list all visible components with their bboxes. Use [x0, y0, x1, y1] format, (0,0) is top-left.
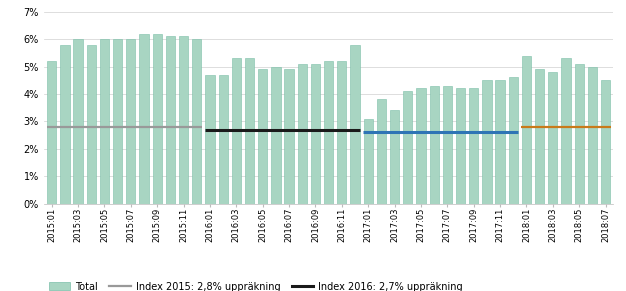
Bar: [86, 45, 96, 204]
Bar: [126, 39, 135, 204]
Bar: [73, 39, 83, 204]
Bar: [416, 88, 426, 204]
Bar: [429, 86, 439, 204]
Bar: [601, 80, 610, 204]
Bar: [588, 67, 597, 204]
Bar: [562, 58, 571, 204]
Bar: [47, 61, 56, 204]
Bar: [192, 39, 202, 204]
Bar: [575, 64, 584, 204]
Bar: [469, 88, 478, 204]
Bar: [140, 33, 148, 204]
Bar: [179, 36, 188, 204]
Bar: [324, 61, 333, 204]
Bar: [535, 69, 544, 204]
Bar: [153, 33, 162, 204]
Bar: [337, 61, 346, 204]
Bar: [377, 100, 386, 204]
Bar: [403, 91, 413, 204]
Bar: [232, 58, 241, 204]
Bar: [297, 64, 307, 204]
Bar: [100, 39, 109, 204]
Bar: [271, 67, 280, 204]
Bar: [166, 36, 175, 204]
Bar: [351, 45, 360, 204]
Bar: [548, 72, 557, 204]
Bar: [509, 77, 518, 204]
Bar: [482, 80, 491, 204]
Bar: [258, 69, 267, 204]
Bar: [495, 80, 505, 204]
Bar: [284, 69, 294, 204]
Bar: [443, 86, 452, 204]
Bar: [522, 56, 531, 204]
Bar: [364, 119, 373, 204]
Bar: [113, 39, 122, 204]
Bar: [245, 58, 254, 204]
Bar: [205, 75, 215, 204]
Bar: [390, 110, 399, 204]
Bar: [218, 75, 228, 204]
Bar: [60, 45, 69, 204]
Bar: [311, 64, 320, 204]
Bar: [456, 88, 465, 204]
